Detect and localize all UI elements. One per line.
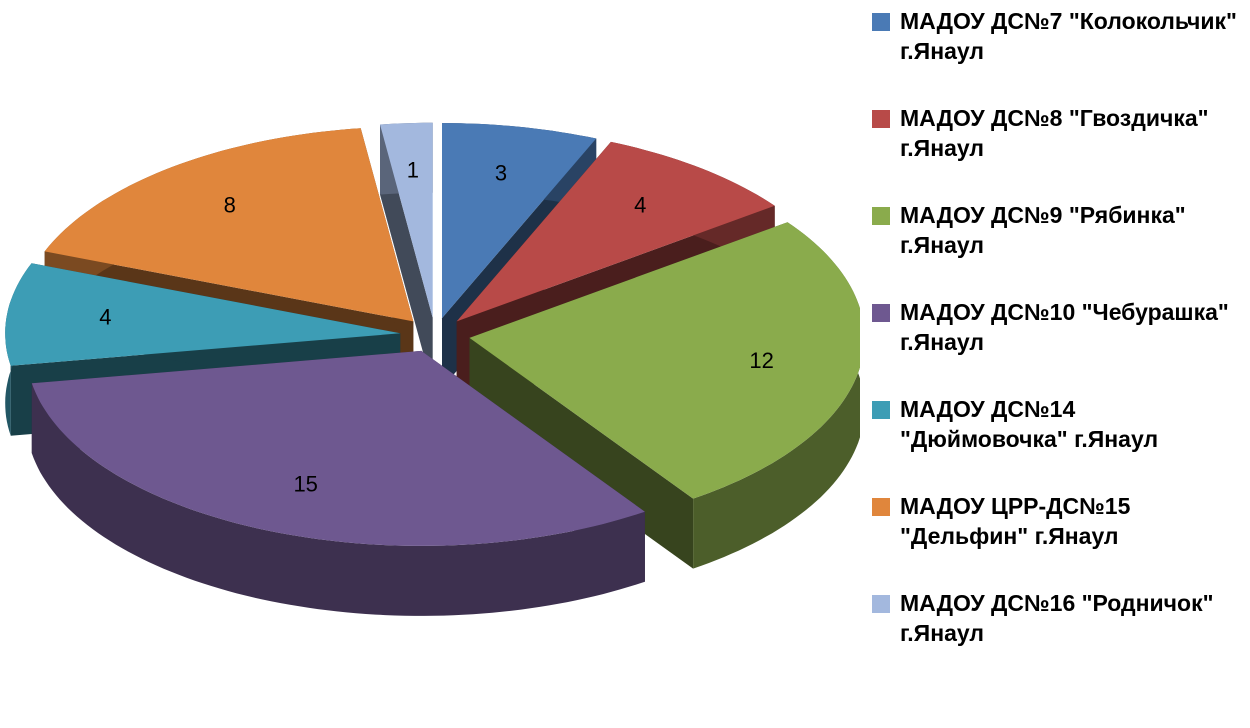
legend-entry: МАДОУ ДС№9 "Рябинка" г.Янаул [872,200,1244,297]
legend-swatch [872,401,890,419]
data-label: 1 [407,158,419,183]
legend-swatch [872,595,890,613]
legend-entry: МАДОУ ДС№8 "Гвоздичка" г.Янаул [872,103,1244,200]
legend-label: МАДОУ ДС№10 "Чебурашка" г.Янаул [900,299,1229,355]
legend-label: МАДОУ ДС№7 "Колокольчик" г.Янаул [900,8,1237,64]
legend-entry: МАДОУ ДС№14 "Дюймовочка" г.Янаул [872,394,1244,491]
slice [44,128,414,322]
chart: 3 4 12 15 4 8 1 [5,122,860,616]
data-label: 4 [634,192,646,217]
slice [456,141,775,322]
legend-swatch [872,207,890,225]
slice-wall [31,383,645,616]
legend-label: МАДОУ ДС№16 "Родничок" г.Янаул [900,590,1214,646]
legend-entry: МАДОУ ДС№7 "Колокольчик" г.Янаул [872,6,1244,103]
legend-label: МАДОУ ДС№9 "Рябинка" г.Янаул [900,202,1186,258]
slice [5,263,401,366]
legend-label: МАДОУ ДС№14 "Дюймовочка" г.Янаул [900,396,1159,452]
legend-entry: МАДОУ ДС№16 "Родничок" г.Янаул [872,588,1244,685]
legend: МАДОУ ДС№7 "Колокольчик" г.Янаул МАДОУ ДС… [872,6,1244,685]
slice [469,222,860,499]
legend-swatch [872,498,890,516]
legend-swatch [872,304,890,322]
legend-entry: МАДОУ ДС№10 "Чебурашка" г.Янаул [872,297,1244,394]
slice [380,122,433,318]
legend-swatch [872,13,890,31]
legend-label: МАДОУ ЦРР-ДС№15 "Дельфин" г.Янаул [900,493,1131,549]
data-label: 12 [749,348,773,373]
data-label: 8 [224,192,236,217]
data-label: 4 [99,304,111,329]
legend-swatch [872,110,890,128]
legend-entry: МАДОУ ЦРР-ДС№15 "Дельфин" г.Янаул [872,491,1244,588]
data-label: 3 [495,161,507,186]
slice [442,123,597,319]
legend-label: МАДОУ ДС№8 "Гвоздичка" г.Янаул [900,105,1209,161]
data-label: 15 [293,471,317,496]
slice [31,350,645,546]
